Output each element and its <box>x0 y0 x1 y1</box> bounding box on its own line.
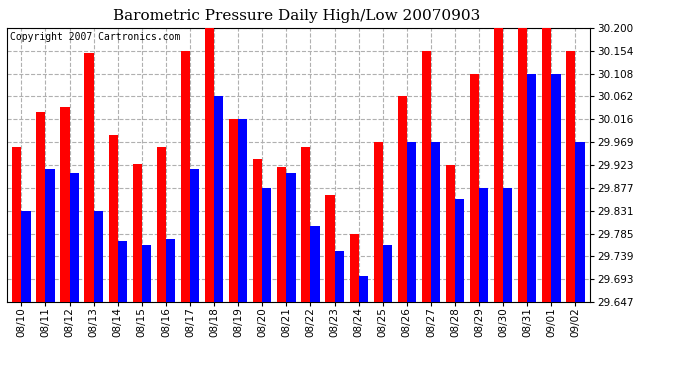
Bar <box>335 251 344 302</box>
Bar <box>190 169 199 302</box>
Bar <box>166 239 175 302</box>
Bar <box>431 142 440 302</box>
Bar <box>253 159 262 302</box>
Bar <box>142 245 151 302</box>
Bar <box>503 188 513 302</box>
Bar <box>422 51 431 302</box>
Bar <box>94 211 103 302</box>
Bar <box>310 226 319 302</box>
Bar <box>446 165 455 302</box>
Bar <box>542 28 551 302</box>
Bar <box>566 51 575 302</box>
Bar <box>286 172 295 302</box>
Bar <box>132 164 142 302</box>
Bar <box>575 142 584 302</box>
Bar <box>494 28 503 302</box>
Bar <box>397 96 407 302</box>
Text: Copyright 2007 Cartronics.com: Copyright 2007 Cartronics.com <box>10 32 180 42</box>
Bar <box>37 112 46 302</box>
Bar <box>12 147 21 302</box>
Bar <box>157 147 166 302</box>
Bar <box>61 107 70 302</box>
Text: Barometric Pressure Daily High/Low 20070903: Barometric Pressure Daily High/Low 20070… <box>113 9 480 23</box>
Bar <box>407 142 416 302</box>
Bar <box>350 234 359 302</box>
Bar <box>108 135 118 302</box>
Bar <box>383 245 392 302</box>
Bar <box>229 119 238 302</box>
Bar <box>21 211 30 302</box>
Bar <box>238 119 247 302</box>
Bar <box>46 169 55 302</box>
Bar <box>84 53 94 302</box>
Bar <box>70 172 79 302</box>
Bar <box>373 142 383 302</box>
Bar <box>181 51 190 302</box>
Bar <box>455 200 464 302</box>
Bar <box>527 74 536 302</box>
Bar <box>359 276 368 302</box>
Bar <box>326 195 335 302</box>
Bar <box>277 167 286 302</box>
Bar <box>205 28 214 302</box>
Bar <box>118 241 127 302</box>
Bar <box>262 188 271 302</box>
Bar <box>302 147 310 302</box>
Bar <box>518 28 527 302</box>
Bar <box>470 74 479 302</box>
Bar <box>551 74 560 302</box>
Bar <box>479 188 489 302</box>
Bar <box>214 96 224 302</box>
